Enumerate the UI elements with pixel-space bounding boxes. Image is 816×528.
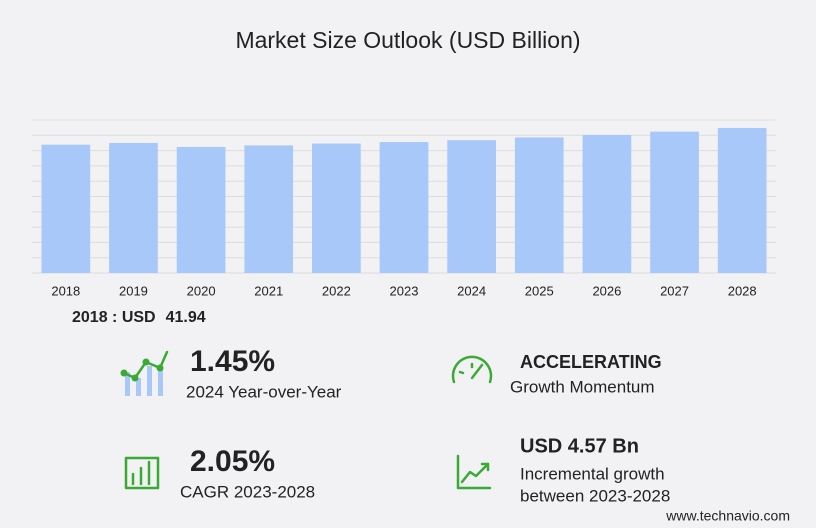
bar — [379, 142, 429, 273]
x-tick-label: 2023 — [390, 283, 419, 298]
bar — [176, 146, 226, 273]
kpi-icon — [124, 456, 160, 490]
bar — [717, 127, 767, 274]
kpi-value: 1.45% — [190, 345, 275, 378]
kpi-label: between 2023-2028 — [520, 486, 670, 505]
chart-title: Market Size Outlook (USD Billion) — [235, 27, 580, 53]
x-tick-label: 2024 — [457, 283, 486, 298]
bar — [650, 131, 699, 273]
bar — [109, 142, 158, 273]
kpi-icon — [451, 355, 493, 384]
bar — [312, 143, 361, 273]
highlight-prefix: 2018 : USD — [72, 309, 156, 326]
x-tick-label: 2026 — [592, 283, 621, 298]
kpi-icon — [456, 454, 492, 490]
bar — [582, 134, 632, 273]
kpi-value: 2.05% — [190, 445, 275, 478]
bar — [244, 145, 294, 273]
kpi-icon — [120, 350, 169, 396]
x-tick-label: 2021 — [254, 283, 283, 298]
bar — [447, 140, 496, 273]
x-tick-label: 2018 — [51, 283, 80, 298]
x-tick-label: 2022 — [322, 283, 351, 298]
kpi-value: USD 4.57 Bn — [520, 435, 639, 457]
x-tick-label: 2020 — [187, 283, 216, 298]
kpi-label: Growth Momentum — [510, 377, 655, 396]
kpi-label: 2024 Year-over-Year — [186, 382, 342, 401]
x-tick-label: 2025 — [525, 283, 554, 298]
bar — [41, 144, 91, 273]
highlight-value: 41.94 — [166, 309, 206, 326]
highlight-label: 2018 : USD 41.94 — [72, 309, 206, 326]
kpi-value: ACCELERATING — [520, 352, 662, 372]
x-tick-label: 2019 — [119, 283, 148, 298]
bar — [514, 137, 564, 273]
kpi-label: CAGR 2023-2028 — [180, 482, 315, 501]
x-tick-label: 2027 — [660, 283, 689, 298]
x-tick-label: 2028 — [728, 283, 757, 298]
footer: www.technavio.com — [665, 508, 790, 524]
kpi-label: Incremental growth — [520, 464, 665, 483]
